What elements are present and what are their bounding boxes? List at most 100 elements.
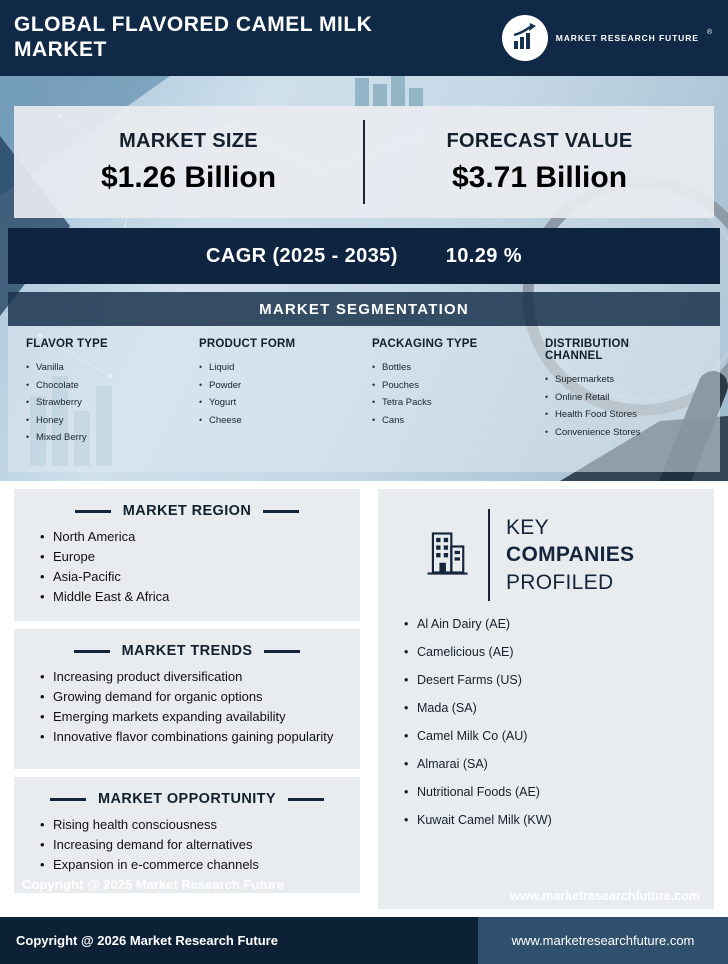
segment-item: Chocolate	[26, 380, 183, 391]
market-trends-title: MARKET TRENDS	[121, 643, 253, 659]
title-dash-left	[73, 649, 110, 653]
market-size-stat: MARKET SIZE $1.26 Billion	[14, 130, 363, 195]
list-item: Middle East & Africa	[40, 589, 344, 604]
segment-item: Online Retail	[545, 392, 702, 403]
key-companies-header: KEY COMPANIES PROFILED	[396, 509, 696, 601]
box-title-row: MARKET TRENDS	[30, 643, 344, 659]
right-column: KEY COMPANIES PROFILED Al Ain Dairy (AE)…	[378, 489, 714, 917]
segment-column-packaging-type: PACKAGING TYPE Bottles Pouches Tetra Pac…	[364, 338, 537, 466]
segment-item: Health Food Stores	[545, 409, 702, 420]
segment-heading: PRODUCT FORM	[199, 338, 296, 350]
key-companies-title: KEY COMPANIES PROFILED	[506, 514, 634, 596]
vertical-divider	[363, 120, 365, 204]
market-opportunity-list: Rising health consciousness Increasing d…	[30, 817, 344, 872]
stats-panel: MARKET SIZE $1.26 Billion FORECAST VALUE…	[14, 106, 714, 218]
list-item: Increasing demand for alternatives	[40, 837, 344, 852]
vertical-divider	[488, 509, 490, 601]
forecast-value-label: FORECAST VALUE	[446, 129, 633, 152]
list-item: Rising health consciousness	[40, 817, 344, 832]
segment-item: Powder	[199, 380, 356, 391]
page-title: GLOBAL FLAVORED CAMEL MILK MARKET	[14, 13, 372, 63]
cagr-banner: CAGR (2025 - 2035) 10.29 %	[8, 228, 720, 284]
segmentation-banner: MARKET SEGMENTATION	[8, 292, 720, 326]
hero-section: MARKET SIZE $1.26 Billion FORECAST VALUE…	[0, 76, 728, 481]
company-item: Almarai (SA)	[404, 757, 696, 771]
list-item: Innovative flavor combinations gaining p…	[40, 729, 344, 744]
title-dash-right	[287, 797, 324, 801]
title-dash-right	[263, 509, 300, 513]
market-opportunity-box: MARKET OPPORTUNITY Rising health conscio…	[14, 777, 360, 893]
company-item: Al Ain Dairy (AE)	[404, 617, 696, 631]
chart-growth-icon	[501, 15, 548, 61]
company-item: Camel Milk Co (AU)	[404, 729, 696, 743]
segment-heading: PACKAGING TYPE	[372, 338, 478, 350]
key-companies-title-word: KEY	[506, 516, 549, 540]
companies-list: Al Ain Dairy (AE) Camelicious (AE) Deser…	[396, 617, 696, 827]
segment-item: Liquid	[199, 362, 356, 373]
key-companies-box: KEY COMPANIES PROFILED Al Ain Dairy (AE)…	[378, 489, 714, 909]
list-item: North America	[40, 529, 344, 544]
segment-list: Liquid Powder Yogurt Cheese	[199, 362, 356, 426]
segment-item: Strawberry	[26, 397, 183, 408]
details-section: MARKET REGION North America Europe Asia-…	[0, 481, 728, 917]
segment-item: Cans	[372, 415, 529, 426]
segment-item: Mixed Berry	[26, 432, 183, 443]
segment-heading: DISTRIBUTION CHANNEL	[545, 338, 630, 362]
market-region-box: MARKET REGION North America Europe Asia-…	[14, 489, 360, 621]
box-title-row: MARKET OPPORTUNITY	[30, 791, 344, 807]
segment-item: Vanilla	[26, 362, 183, 373]
cagr-label: CAGR (2025 - 2035)	[206, 244, 398, 267]
box-title-row: MARKET REGION	[30, 503, 344, 519]
list-item: Expansion in e-commerce channels	[40, 857, 344, 872]
forecast-value-value: $3.71 Billion	[451, 160, 628, 194]
segment-item: Honey	[26, 415, 183, 426]
header: GLOBAL FLAVORED CAMEL MILK MARKET MARKET…	[0, 0, 728, 76]
list-item: Increasing product diversification	[40, 669, 344, 684]
segment-item: Cheese	[199, 415, 356, 426]
brand-logo-text: MARKET RESEARCH FUTURE	[555, 33, 699, 43]
segment-list: Vanilla Chocolate Strawberry Honey Mixed…	[26, 362, 183, 443]
footer: Copyright @ 2026 Market Research Future …	[0, 917, 728, 964]
forecast-value-stat: FORECAST VALUE $3.71 Billion	[365, 130, 714, 195]
list-item: Emerging markets expanding availability	[40, 709, 344, 724]
segmentation-grid: FLAVOR TYPE Vanilla Chocolate Strawberry…	[8, 326, 720, 472]
segmentation-title: MARKET SEGMENTATION	[259, 300, 469, 318]
company-item: Desert Farms (US)	[404, 673, 696, 687]
segment-item: Convenience Stores	[545, 427, 702, 438]
market-region-list: North America Europe Asia-Pacific Middle…	[30, 529, 344, 604]
company-item: Mada (SA)	[404, 701, 696, 715]
market-trends-box: MARKET TRENDS Increasing product diversi…	[14, 629, 360, 769]
page-title-line1: GLOBAL FLAVORED CAMEL MILK	[14, 13, 373, 37]
segment-column-flavor-type: FLAVOR TYPE Vanilla Chocolate Strawberry…	[18, 338, 191, 466]
segment-item: Yogurt	[199, 397, 356, 408]
market-trends-list: Increasing product diversification Growi…	[30, 669, 344, 744]
footer-website-link[interactable]: www.marketresearchfuture.com	[478, 917, 728, 964]
market-size-value: $1.26 Billion	[100, 160, 277, 194]
market-region-title: MARKET REGION	[122, 503, 252, 519]
segment-item: Pouches	[372, 380, 529, 391]
key-companies-title-word: PROFILED	[506, 570, 614, 594]
brand-logo: MARKET RESEARCH FUTURE ®	[501, 15, 712, 61]
title-dash-left	[50, 797, 86, 801]
segment-item: Tetra Packs	[372, 397, 529, 408]
cagr-value: 10.29 %	[445, 244, 522, 267]
market-opportunity-title: MARKET OPPORTUNITY	[98, 791, 276, 807]
title-dash-right	[264, 649, 301, 653]
segment-list: Bottles Pouches Tetra Packs Cans	[372, 362, 529, 426]
segment-column-product-form: PRODUCT FORM Liquid Powder Yogurt Cheese	[191, 338, 364, 466]
company-item: Camelicious (AE)	[404, 645, 696, 659]
inner-website-link[interactable]: www.marketresearchfuture.com	[510, 889, 700, 903]
building-icon	[422, 527, 472, 584]
list-item: Growing demand for organic options	[40, 689, 344, 704]
left-column: MARKET REGION North America Europe Asia-…	[14, 489, 360, 917]
segment-column-distribution-channel: DISTRIBUTION CHANNEL Supermarkets Online…	[537, 338, 710, 466]
market-size-label: MARKET SIZE	[119, 129, 258, 152]
footer-copyright: Copyright @ 2026 Market Research Future	[16, 933, 278, 948]
segment-heading: FLAVOR TYPE	[26, 338, 108, 350]
inner-copyright: Copyright @ 2025 Market Research Future	[22, 877, 284, 892]
page-title-line2: MARKET	[14, 38, 107, 61]
key-companies-title-word: COMPANIES	[506, 543, 635, 567]
title-dash-left	[74, 509, 111, 513]
segment-list: Supermarkets Online Retail Health Food S…	[545, 374, 702, 438]
